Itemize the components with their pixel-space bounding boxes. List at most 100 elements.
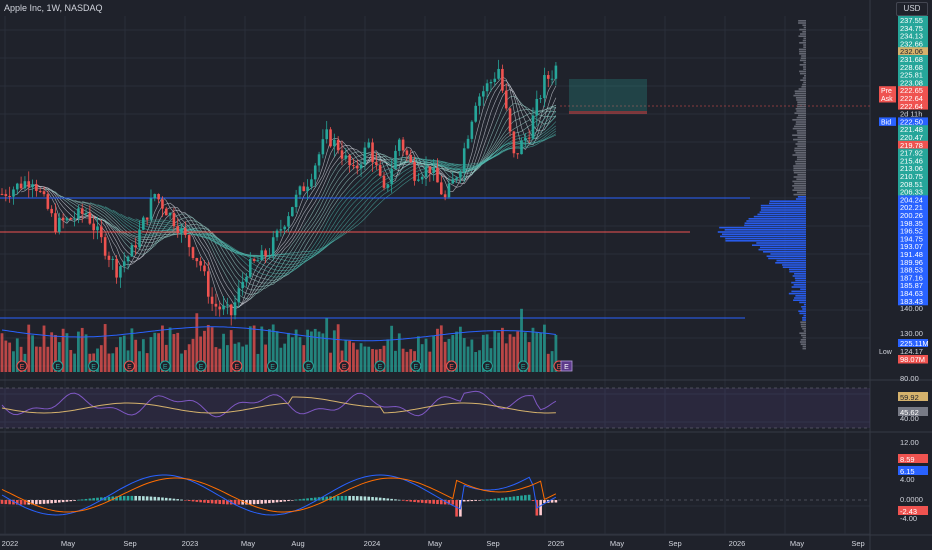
volume-profile-bar xyxy=(717,231,806,233)
candle xyxy=(199,257,202,272)
candle-body xyxy=(176,226,180,234)
macd-hist-bar xyxy=(35,500,38,505)
candle xyxy=(428,166,432,182)
candle xyxy=(291,206,294,217)
volume-bar xyxy=(474,352,478,372)
volume-bar xyxy=(168,327,172,372)
candle xyxy=(153,193,157,202)
earnings-icon xyxy=(302,360,314,372)
candle xyxy=(508,107,512,137)
volume-profile-bar xyxy=(794,147,806,150)
macd-hist-bar xyxy=(218,500,222,504)
macd-hist-bar xyxy=(245,500,248,505)
volume-bar xyxy=(161,325,164,372)
macd-hist-bar xyxy=(550,500,554,503)
volume-bar xyxy=(550,351,554,372)
macd-hist-bar xyxy=(489,499,493,501)
price-axis-tag-bg xyxy=(898,140,928,150)
macd-hist-bar xyxy=(214,500,218,504)
macd-hist-bar xyxy=(138,496,141,501)
candle-body xyxy=(287,216,290,227)
macd-hist-bar xyxy=(46,500,50,504)
volume-bar xyxy=(191,338,195,372)
earnings-icon xyxy=(52,360,64,372)
candle xyxy=(363,142,367,171)
volume-bar xyxy=(352,342,355,372)
macd-hist-bar xyxy=(363,496,367,501)
volume-profile-bar xyxy=(797,114,806,117)
candles xyxy=(0,59,558,326)
earnings-upcoming-icon xyxy=(560,360,573,372)
candle xyxy=(176,218,180,238)
candle xyxy=(478,93,481,115)
ma-line xyxy=(21,80,557,309)
candle-body xyxy=(149,198,153,220)
price-axis-label: 188.53 xyxy=(900,266,923,275)
volume-bar xyxy=(478,350,481,372)
macd-hist-bar xyxy=(176,499,180,501)
volume-profile-bar xyxy=(793,187,806,189)
price-axis-tag-bg xyxy=(898,39,928,48)
volume-bar xyxy=(508,334,512,372)
volume-profile-bar xyxy=(794,297,806,299)
candle-body xyxy=(440,182,443,195)
candle-body xyxy=(401,139,405,151)
candle-body xyxy=(130,245,134,257)
candle xyxy=(195,257,199,268)
macd-hist-bar xyxy=(325,496,328,501)
volume-profile-bar xyxy=(796,158,806,161)
candle-body xyxy=(237,288,241,303)
candle xyxy=(336,136,340,154)
price-axis-label: 193.07 xyxy=(900,242,923,251)
earnings-label: E xyxy=(127,364,132,371)
volume-bar xyxy=(436,328,439,372)
price-axis-label: 189.96 xyxy=(900,258,923,267)
candle-body xyxy=(100,226,103,238)
candle-body xyxy=(531,115,535,139)
candle xyxy=(539,94,542,104)
macd-hist-bar xyxy=(466,500,470,502)
price-axis-label: 191.48 xyxy=(900,250,923,259)
volume-profile-bar xyxy=(796,178,806,180)
macd-value-bg xyxy=(898,454,928,463)
earnings-label: E xyxy=(20,364,25,371)
candle xyxy=(260,245,264,261)
candle xyxy=(378,160,382,177)
candle xyxy=(134,237,137,255)
volume-bar xyxy=(73,353,76,372)
price-axis-tag-bg xyxy=(898,47,928,56)
macd-hist-bar xyxy=(291,500,294,501)
candle xyxy=(470,120,474,143)
ma-line xyxy=(59,109,556,291)
earnings-label: E xyxy=(91,364,96,371)
price-axis-label: 183.43 xyxy=(900,297,923,306)
volume-profile-bar xyxy=(795,279,806,282)
candle xyxy=(313,163,317,188)
macd-hist-bar xyxy=(508,496,512,501)
volume-profile-bar xyxy=(792,180,806,183)
candle-body xyxy=(233,302,237,316)
macd-hist-bar xyxy=(470,500,474,502)
candle xyxy=(271,230,275,260)
candle xyxy=(325,120,328,144)
price-axis-tag-bg xyxy=(898,164,928,173)
candle-body xyxy=(61,217,65,221)
candle xyxy=(394,145,397,170)
candle-body xyxy=(103,237,107,256)
volume-bar xyxy=(302,345,306,372)
macd-hist-bar xyxy=(19,500,23,505)
time-axis-label: Sep xyxy=(123,539,136,548)
candle-body xyxy=(310,179,313,187)
candle xyxy=(333,133,336,157)
candle-body xyxy=(27,181,31,188)
currency-button[interactable]: USD xyxy=(896,2,928,16)
volume-bar xyxy=(256,353,260,372)
price-axis-tag-bg xyxy=(898,62,928,72)
volume-bar xyxy=(229,330,233,372)
candle xyxy=(397,137,401,156)
macd-axis-label: 4.00 xyxy=(900,475,915,484)
macd-hist-bar xyxy=(275,500,279,503)
candle xyxy=(504,83,508,111)
earnings-label: E xyxy=(163,364,168,371)
